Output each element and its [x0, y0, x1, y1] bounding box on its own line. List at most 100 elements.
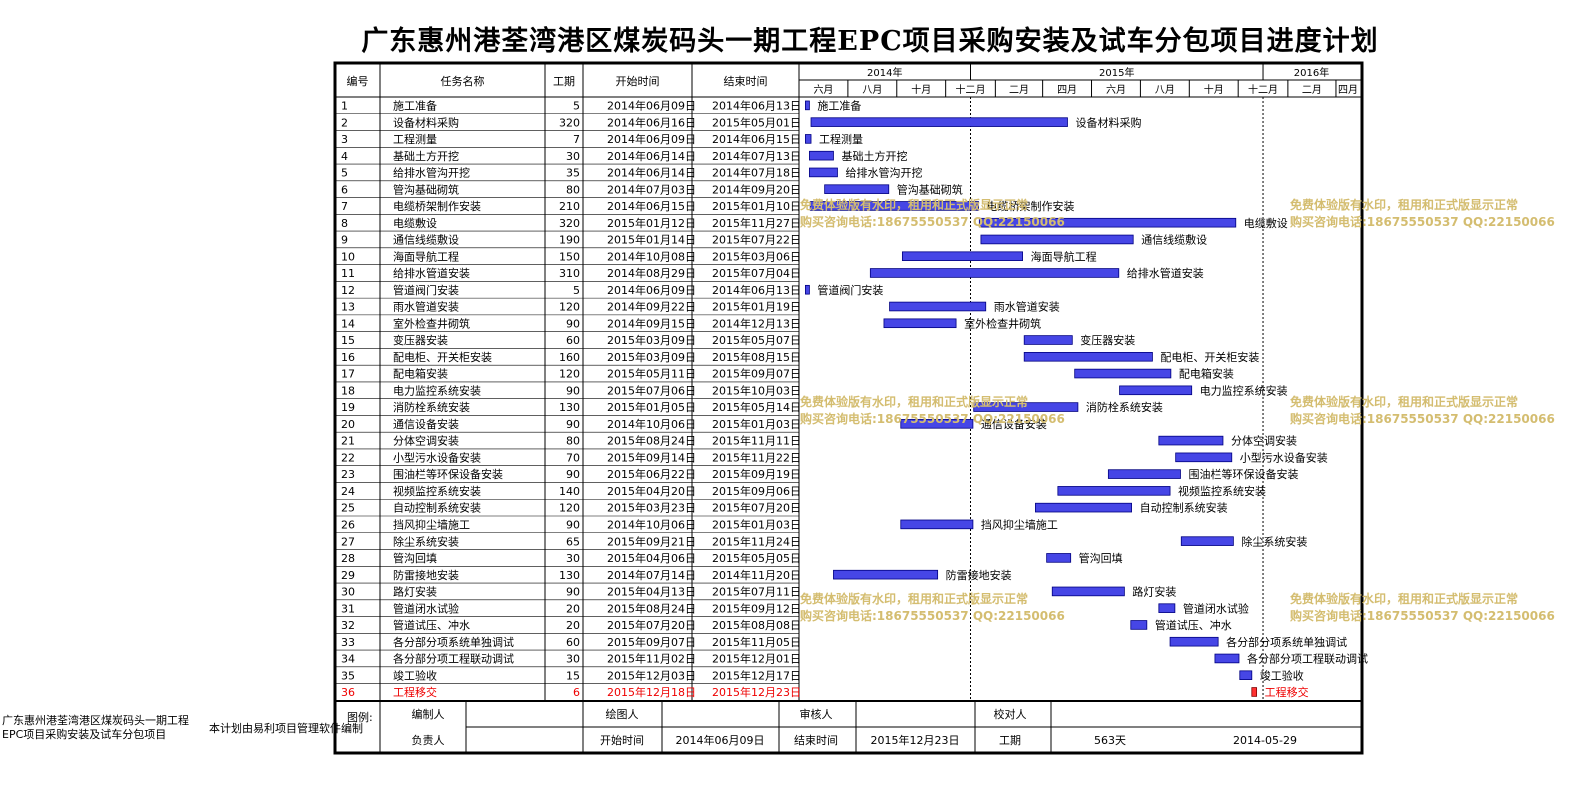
task-name: 竣工验收: [393, 668, 437, 682]
task-end: 2015年11月22日: [712, 450, 801, 464]
task-id: 12: [341, 284, 355, 297]
task-duration: 320: [559, 217, 580, 230]
task-id: 29: [341, 569, 355, 582]
task-end: 2015年05月05日: [712, 551, 801, 565]
task-id: 6: [341, 183, 348, 196]
task-end: 2014年11月20日: [712, 568, 801, 582]
gantt-bar-label: 竣工验收: [1260, 668, 1304, 682]
task-id: 27: [341, 535, 355, 548]
task-id: 7: [341, 200, 348, 213]
gantt-bar: [824, 184, 890, 194]
task-duration: 70: [566, 451, 580, 464]
task-id: 19: [341, 401, 355, 414]
task-start: 2015年12月03日: [607, 668, 696, 682]
gantt-bar-label: 变压器安装: [1080, 333, 1135, 347]
footer-row1-cell: 编制人: [412, 707, 445, 721]
gantt-bar: [1046, 553, 1072, 563]
task-id: 8: [341, 217, 348, 230]
month-label: 四月: [1057, 84, 1077, 96]
footer-leader-label: 负责人: [412, 733, 445, 747]
gantt-bar: [809, 201, 979, 211]
task-start: 2015年11月02日: [607, 652, 696, 666]
task-name: 基础土方开挖: [393, 149, 459, 163]
month-label: 十月: [1204, 83, 1224, 96]
gantt-bar: [1035, 502, 1132, 513]
year-label: 2015年: [1099, 66, 1134, 79]
gantt-bar: [1023, 351, 1153, 362]
task-duration: 310: [559, 267, 580, 280]
month-label: 十月: [911, 83, 931, 96]
task-duration: 6: [573, 686, 580, 699]
month-label: 二月: [1009, 84, 1029, 96]
gantt-bar: [1130, 620, 1148, 630]
task-name: 消防栓系统安装: [393, 400, 470, 414]
task-end: 2015年05月01日: [712, 115, 801, 129]
footer-row1-cell: 校对人: [994, 707, 1027, 721]
month-label: 十二月: [956, 83, 986, 96]
task-id: 23: [341, 468, 355, 481]
task-id: 25: [341, 502, 355, 515]
task-end: 2015年09月06日: [712, 484, 801, 498]
task-start: 2015年12月18日: [607, 685, 696, 699]
task-id: 31: [341, 602, 355, 615]
task-end: 2015年07月04日: [712, 266, 801, 280]
task-id: 22: [341, 451, 355, 464]
task-name: 室外检查井砌筑: [393, 316, 470, 330]
task-duration: 90: [566, 418, 580, 431]
task-end: 2015年12月23日: [712, 685, 801, 699]
gantt-bar-label: 配电柜、开关柜安装: [1160, 350, 1259, 364]
gantt-bar-label: 电缆桥架制作安装: [987, 199, 1075, 213]
gantt-bar-label: 工程测量: [819, 133, 863, 146]
footer-duration-label: 工期: [999, 734, 1021, 747]
task-name: 围油栏等环保设备安装: [393, 467, 503, 481]
task-name: 工程移交: [393, 685, 437, 699]
task-end: 2015年05月14日: [712, 400, 801, 414]
task-start: 2014年10月06日: [607, 417, 696, 431]
gantt-bar: [1158, 603, 1176, 613]
task-start: 2014年09月15日: [607, 316, 696, 330]
task-duration: 320: [559, 116, 580, 129]
gantt-bar-label: 分体空调安装: [1231, 434, 1297, 448]
task-name: 配电箱安装: [393, 367, 448, 381]
task-end: 2015年01月03日: [712, 518, 801, 532]
footer-end-label: 结束时间: [794, 734, 838, 747]
task-start: 2015年03月23日: [607, 501, 696, 515]
gantt-bar-label: 给排水管道安装: [1127, 266, 1204, 280]
footer-end-value: 2015年12月23日: [871, 733, 960, 747]
gantt-bar-label: 小型污水设备安装: [1240, 450, 1328, 464]
footer-left-note: 广东惠州港荃湾港区煤炭码头一期工程EPC项目采购安装及试车分包项目: [2, 714, 189, 741]
task-duration: 30: [566, 653, 580, 666]
gantt-bar: [805, 284, 810, 295]
task-name: 路灯安装: [393, 585, 437, 599]
task-id: 13: [341, 301, 355, 314]
task-id: 26: [341, 519, 355, 532]
task-start: 2014年06月09日: [607, 99, 696, 113]
task-start: 2014年06月09日: [607, 132, 696, 146]
task-end: 2015年01月10日: [712, 199, 801, 213]
task-duration: 20: [566, 602, 580, 615]
header-end: 结束时间: [724, 75, 768, 88]
footer-date-value: 2014-05-29: [1233, 734, 1297, 747]
task-duration: 60: [566, 334, 580, 347]
task-start: 2014年06月14日: [607, 149, 696, 163]
task-duration: 120: [559, 502, 580, 515]
gantt-bar: [833, 569, 939, 580]
gantt-bar: [810, 117, 1068, 127]
task-name: 电缆桥架制作安装: [393, 199, 481, 213]
task-name: 电缆敷设: [393, 216, 437, 230]
gantt-bar: [889, 301, 987, 312]
task-duration: 90: [566, 586, 580, 599]
task-name: 自动控制系统安装: [393, 501, 481, 515]
gantt-bar-label: 通信设备安装: [981, 417, 1047, 431]
legend-label: 图例:: [347, 710, 373, 724]
task-start: 2015年01月14日: [607, 233, 696, 247]
task-end: 2014年06月13日: [712, 283, 801, 297]
header-start: 开始时间: [616, 74, 660, 88]
task-duration: 35: [566, 167, 580, 180]
task-duration: 160: [559, 351, 580, 364]
gantt-bar: [869, 268, 1120, 278]
gantt-bar-label: 设备材料采购: [1075, 115, 1141, 129]
task-id: 21: [341, 435, 355, 448]
task-duration: 120: [559, 301, 580, 314]
